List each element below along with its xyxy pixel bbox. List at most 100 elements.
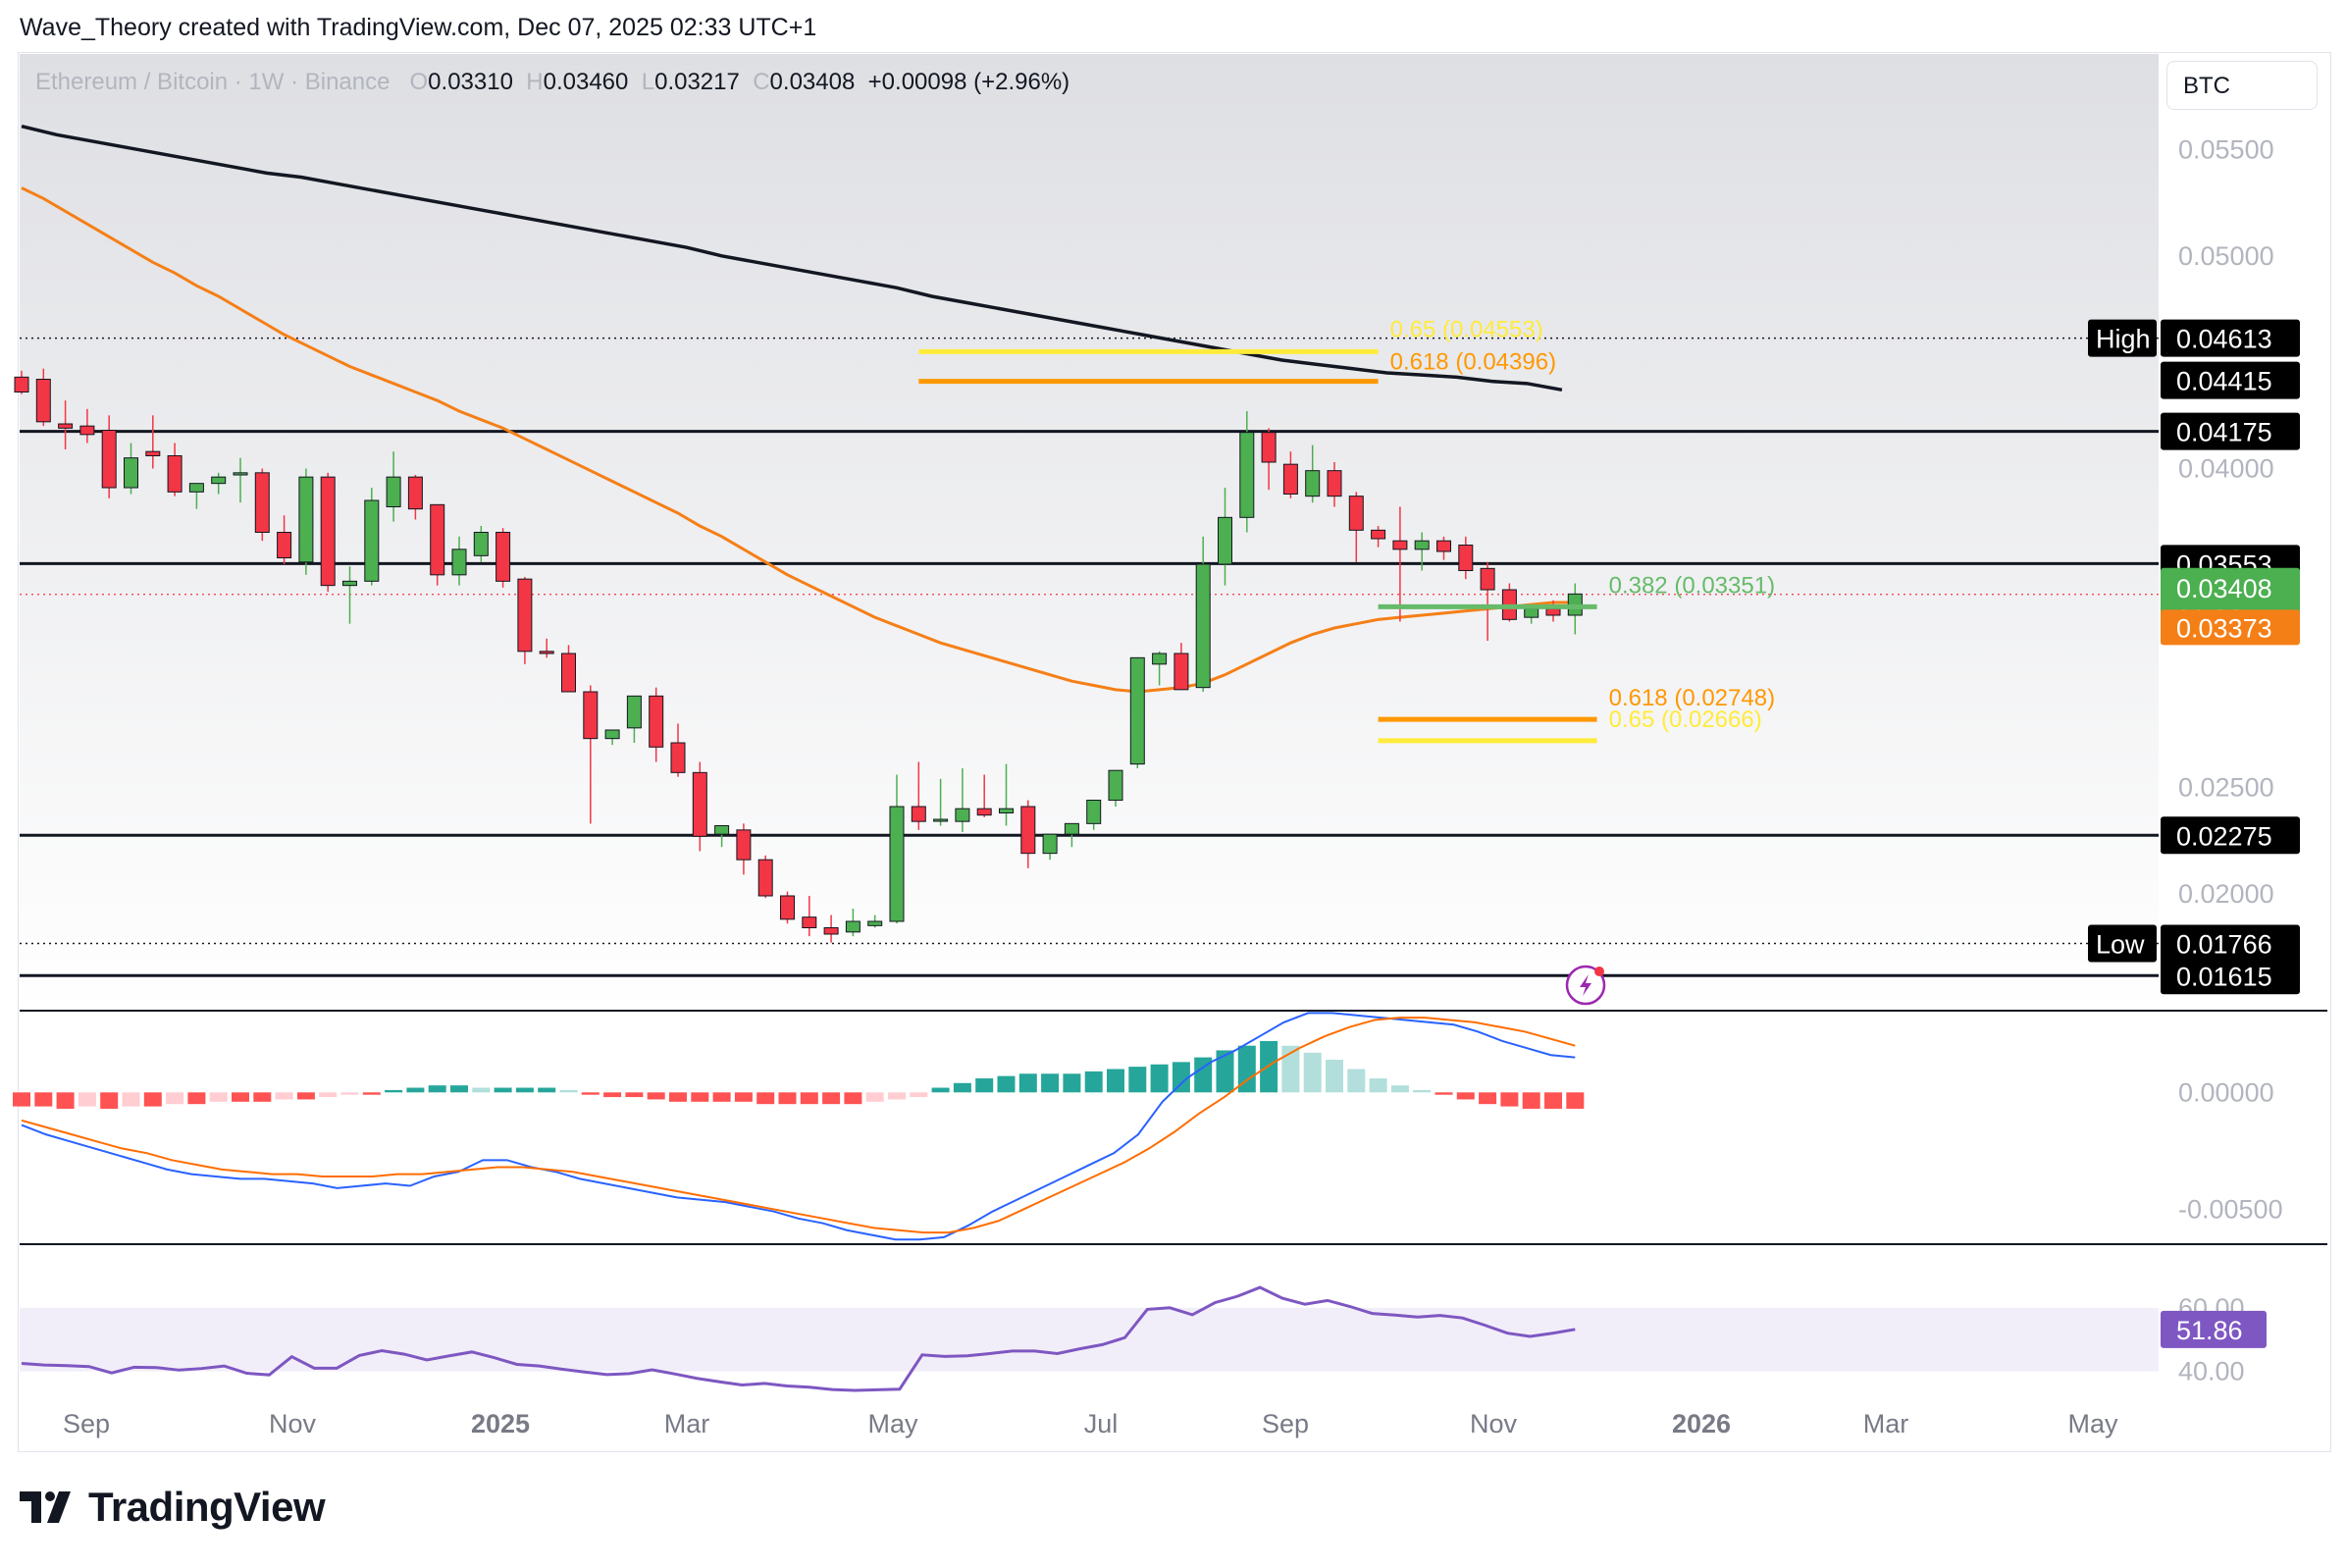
time-axis-label: 2026 [1672,1409,1731,1438]
macd-histogram-bar [669,1092,687,1102]
macd-histogram-bar [450,1085,468,1093]
macd-histogram-bar [822,1092,841,1105]
macd-histogram-bar [1522,1092,1540,1109]
macd-histogram-bar [340,1092,359,1095]
candle-up [999,808,1014,814]
price-tick-label: 0.05000 [2178,241,2274,271]
candle-up [867,920,883,926]
candle-down [1261,432,1277,463]
price-tick-label: 0.02500 [2178,773,2274,803]
candle-down [1392,540,1408,550]
candle-down [780,895,795,920]
macd-histogram-bar [1566,1092,1585,1109]
candle-down [802,916,817,929]
macd-histogram-bar [232,1092,249,1102]
ema50-price-badge: 0.03373 [2176,613,2272,643]
candle-down [670,742,686,773]
candle-down [1020,806,1036,855]
level-price-badge: 0.01615 [2176,962,2272,991]
candle-up [845,920,861,933]
close-value: 0.03408 [769,69,856,95]
macd-histogram-bar [13,1092,30,1107]
candle-up [124,457,138,489]
lightning-glyph [1580,974,1591,996]
macd-histogram-bar [910,1092,928,1098]
macd-histogram-bar [187,1092,206,1105]
high-label: H [526,69,544,95]
high-value: 0.03460 [543,69,629,95]
candle-down [1282,463,1298,495]
candle-down [1371,529,1386,540]
macd-histogram-bar [56,1092,75,1109]
candle-down [1458,545,1474,571]
candle-down [14,376,29,393]
macd-histogram-bar [691,1092,709,1102]
macd-histogram-bar [756,1092,775,1105]
candle-up [1414,540,1430,550]
macd-histogram-bar [494,1087,512,1093]
tradingview-logo[interactable]: TradingView [20,1484,326,1531]
candle-up [1086,800,1102,824]
macd-histogram-bar [1500,1092,1519,1107]
fib-level-label: 0.65 (0.04553) [1390,316,1543,342]
macd-histogram-bar [78,1092,96,1107]
open-value: 0.03310 [428,69,513,95]
candle-down [736,829,752,861]
macd-histogram-bar [1150,1064,1169,1093]
candle-down [254,472,270,534]
macd-histogram-bar [1281,1045,1300,1093]
macd-histogram-bar [712,1092,731,1102]
candle-down [692,771,707,837]
open-label: O [409,69,429,95]
macd-histogram-bar [1326,1059,1343,1093]
level-price-badge-bg [2161,816,2300,855]
time-axis-label: 2025 [471,1409,530,1438]
macd-histogram-bar [975,1078,994,1093]
candle-up [1524,608,1539,618]
macd-histogram-bar [1128,1067,1147,1093]
macd-histogram-bar [1107,1069,1124,1093]
candle-up [386,476,401,507]
candle-up [1195,563,1211,689]
change-value: +0.00098 (+2.96%) [867,69,1070,95]
macd-histogram-bar [385,1089,403,1093]
candle-up [1042,833,1058,855]
time-axis-label: Jul [1084,1409,1119,1438]
time-axis-label: Mar [1863,1409,1909,1438]
ema-200-line [21,124,1563,392]
candle-up [1152,653,1168,665]
macd-histogram-bar [1237,1045,1256,1093]
extreme-tag-bg [2088,924,2157,963]
level-price-badge: 0.04175 [2176,418,2272,447]
candle-down [823,927,839,935]
rsi-current-badge: 51.86 [2176,1316,2243,1345]
candle-down [911,806,926,822]
time-axis-label: May [867,1409,918,1438]
candle-down [1348,496,1364,531]
ema-price-badge: 0.04415 [2176,367,2272,396]
macd-histogram-bar [428,1085,446,1093]
candle-down [79,425,95,436]
price-tick-label: 0.05500 [2178,135,2274,165]
macd-tick-label: 0.00000 [2178,1077,2274,1107]
time-axis-label: Sep [63,1409,110,1438]
time-axis-label: Mar [664,1409,710,1438]
macd-histogram-bar [319,1092,338,1098]
macd-histogram-bar [1479,1092,1497,1105]
candle-up [889,806,905,922]
rsi-tick-label: 40.00 [2178,1357,2245,1386]
macd-histogram-bar [362,1092,381,1095]
fib-level-label: 0.65 (0.02666) [1609,706,1762,733]
macd-histogram-bar [800,1092,818,1105]
candle-up [233,472,248,476]
macd-histogram-bar [844,1092,862,1105]
macd-histogram-bar [1303,1052,1322,1093]
time-axis-label: May [2067,1409,2118,1438]
candle-down [1480,567,1495,591]
candle-down [277,532,292,558]
candle-up [188,483,204,493]
currency-button[interactable]: BTC [2166,61,2318,110]
macd-histogram-bar [515,1087,534,1093]
level-price-badge-bg [2161,412,2300,450]
